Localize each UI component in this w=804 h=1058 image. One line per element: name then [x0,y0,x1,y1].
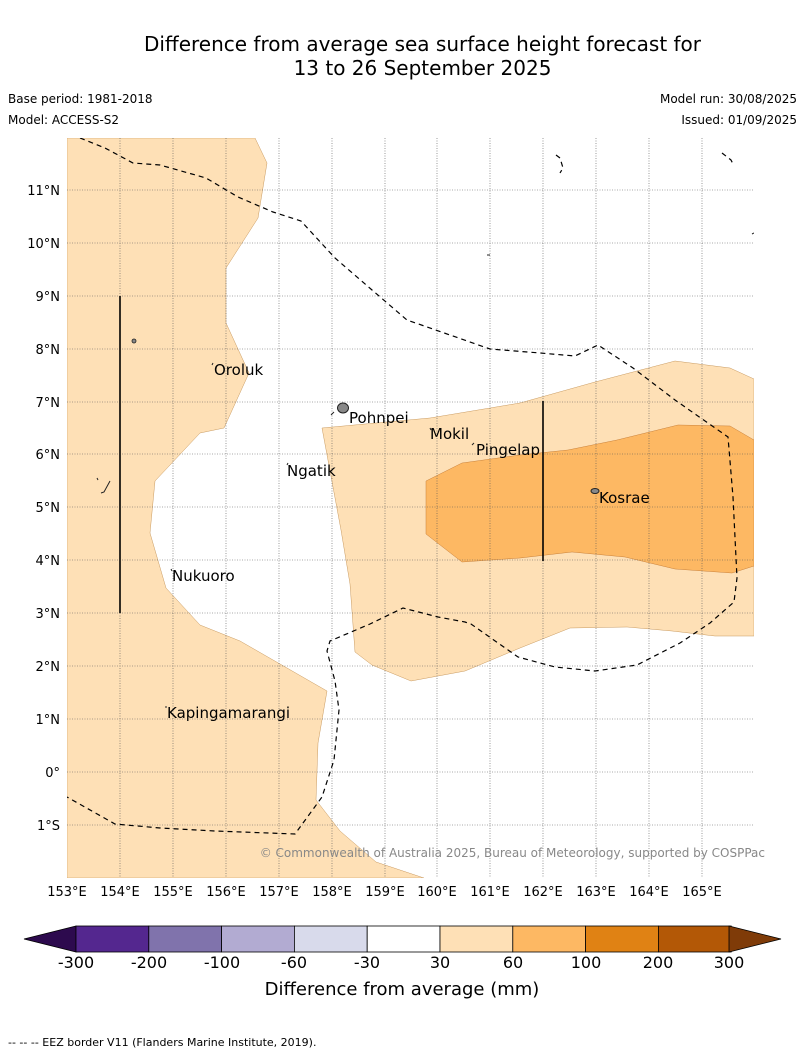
place-label-kapingamarangi: Kapingamarangi [167,704,290,722]
lon-label: 157°E [259,885,299,900]
lon-label: 156°E [206,885,246,900]
colorbar-tick: 100 [571,953,602,972]
place-label-ngatik: Ngatik [287,462,336,480]
lon-label: 160°E [417,885,457,900]
place-label-pingelap: Pingelap [476,441,540,459]
lat-label: 7°N [36,396,61,411]
lat-label: 9°N [36,290,61,305]
lat-label: 3°N [36,607,61,622]
colorbar [23,925,782,953]
atoll-marker [487,232,754,256]
colorbar-segment [658,925,732,953]
lon-label: 158°E [312,885,352,900]
issued-date: Issued: 01/09/2025 [681,113,797,127]
place-label-kosrae: Kosrae [599,489,650,507]
lon-label: 153°E [47,885,87,900]
eez-border [67,138,738,835]
lat-label: 4°N [36,554,61,569]
colorbar-extend-high [728,925,782,953]
lon-label: 162°E [523,885,563,900]
gridlines [67,138,754,878]
model-run: Model run: 30/08/2025 [659,92,797,106]
colorbar-tick: -30 [354,953,380,972]
lon-label: 159°E [365,885,405,900]
atoll-marker [165,362,475,708]
lon-label: 161°E [470,885,510,900]
colorbar-segment [366,925,441,953]
colorbar-tick: -300 [58,953,94,972]
title-line-2: 13 to 26 September 2025 [293,56,552,80]
title: Difference from average sea surface heig… [0,32,804,80]
colorbar-segment [221,925,295,953]
colorbar-segment [512,925,586,953]
lon-label: 154°E [100,885,140,900]
atoll-marker [96,477,111,494]
lon-label: 164°E [629,885,669,900]
place-labels: Oroluk Pohnpei Mokil Pingelap Kosrae Nga… [167,361,650,722]
map-area [67,138,754,878]
colorbar-label: Difference from average (mm) [265,979,540,1000]
colorbar-extend-low [23,925,77,953]
lon-label: 165°E [682,885,722,900]
lat-label: 0° [45,766,60,781]
lat-tick-labels: 11°N 10°N 9°N 8°N 7°N 6°N 5°N 4°N 3°N 2°… [27,184,60,834]
place-label-mokil: Mokil [430,425,469,443]
colorbar-segment [75,925,150,953]
place-label-nukuoro: Nukuoro [172,567,235,585]
colorbar-segment [585,925,659,953]
lat-label: 2°N [36,660,61,675]
pohnpei-island [337,402,349,414]
colorbar-tick: 200 [643,953,674,972]
colorbar-segment [293,925,368,953]
lon-tick-labels: 153°E 154°E 155°E 156°E 157°E 158°E 159°… [47,885,722,900]
lon-label: 155°E [153,885,193,900]
base-period: Base period: 1981-2018 [8,92,153,106]
colorbar-tick: 300 [714,953,745,972]
lat-label: 1°N [36,713,61,728]
eez-legend-note: -- -- -- EEZ border V11 (Flanders Marine… [8,1036,317,1049]
anomaly-region-core [425,424,754,574]
lat-label: 5°N [36,501,61,516]
colorbar-segment [148,925,223,953]
colorbar-segment [439,925,514,953]
colorbar-tick-labels: -300 -200 -100 -60 -30 30 60 100 200 300 [58,953,744,972]
pohnpei-reef [330,411,335,416]
lon-label: 163°E [576,885,616,900]
colorbar-tick: -200 [131,953,167,972]
colorbar-tick: 30 [430,953,450,972]
place-label-oroluk: Oroluk [214,361,263,379]
colorbar-tick: -100 [204,953,240,972]
lat-label: 8°N [36,343,61,358]
kosrae-island [590,488,600,494]
copyright-notice: © Commonwealth of Australia 2025, Bureau… [260,846,765,860]
colorbar-tick: -60 [281,953,307,972]
title-line-1: Difference from average sea surface heig… [143,32,702,56]
lat-label: 6°N [36,448,61,463]
lat-label: 10°N [27,237,60,252]
atoll-marker [131,338,137,344]
colorbar-tick: 60 [503,953,523,972]
model-name: Model: ACCESS-S2 [8,113,120,127]
place-label-pohnpei: Pohnpei [349,409,409,427]
lat-label: 1°S [37,819,60,834]
lat-label: 11°N [27,184,60,199]
